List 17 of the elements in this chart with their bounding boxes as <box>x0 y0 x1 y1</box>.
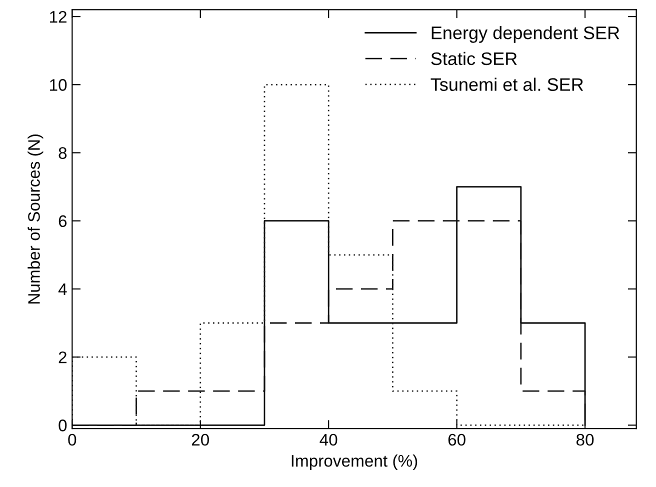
x-axis-title: Improvement (%) <box>292 454 418 470</box>
legend-label: Energy dependent SER <box>432 26 620 43</box>
y-axis-title: Number of Sources (N) <box>28 134 44 304</box>
y-tick-label: 8 <box>58 147 67 159</box>
y-tick-label: 12 <box>50 10 66 23</box>
legend-label: Static SER <box>431 52 517 66</box>
x-tick-label: 0 <box>68 434 76 446</box>
y-tick-label: 0 <box>58 420 67 432</box>
x-tick-label: 40 <box>320 434 338 446</box>
x-tick-label: 60 <box>448 434 466 446</box>
y-tick-label: 10 <box>50 79 67 91</box>
legend-label: Tsunemi et al. SER <box>430 78 584 91</box>
y-tick-label: 4 <box>58 284 67 295</box>
x-tick-label: 20 <box>192 434 209 446</box>
y-tick-label: 6 <box>58 215 67 228</box>
y-tick-label: 2 <box>58 351 66 364</box>
x-tick-label: 80 <box>576 434 594 446</box>
